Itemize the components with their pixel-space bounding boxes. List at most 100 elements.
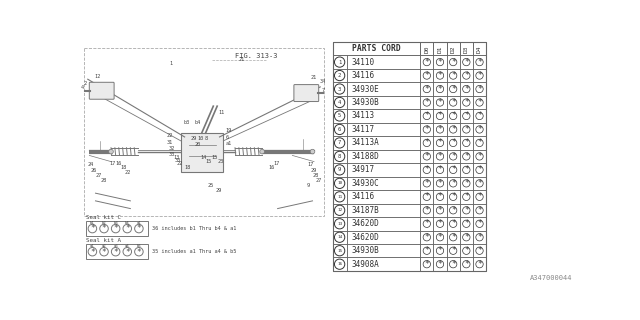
- Text: a3: a3: [113, 244, 118, 248]
- Text: *: *: [451, 206, 456, 215]
- Text: *: *: [464, 219, 468, 228]
- Bar: [447, 55, 460, 69]
- Text: *: *: [424, 111, 429, 120]
- Bar: [333, 150, 347, 163]
- Text: 34113A: 34113A: [351, 139, 379, 148]
- Bar: [347, 136, 420, 150]
- Bar: [420, 123, 433, 136]
- Bar: [433, 204, 447, 217]
- Bar: [473, 55, 486, 69]
- Bar: [420, 82, 433, 96]
- Text: *: *: [451, 98, 456, 107]
- Text: *: *: [477, 246, 482, 255]
- Bar: [447, 96, 460, 109]
- Text: 21: 21: [239, 57, 245, 62]
- Bar: [420, 190, 433, 204]
- Bar: [347, 69, 420, 82]
- Text: 18: 18: [184, 165, 191, 170]
- Text: 34917: 34917: [351, 165, 374, 174]
- Text: 21: 21: [310, 75, 316, 80]
- Bar: [433, 82, 447, 96]
- Text: *: *: [451, 152, 456, 161]
- Bar: [447, 109, 460, 123]
- Bar: [460, 177, 473, 190]
- Bar: [447, 82, 460, 96]
- Text: 2: 2: [338, 73, 341, 78]
- Bar: [447, 123, 460, 136]
- Text: *: *: [477, 179, 482, 188]
- Text: *: *: [477, 206, 482, 215]
- Bar: [333, 190, 347, 204]
- Text: 13: 13: [337, 222, 342, 226]
- Text: 18: 18: [120, 165, 127, 170]
- Bar: [347, 258, 420, 271]
- Text: 2: 2: [84, 81, 87, 85]
- Text: *: *: [424, 206, 429, 215]
- Text: *: *: [113, 248, 118, 257]
- Text: 15: 15: [205, 159, 212, 164]
- Text: 35 includes a1 Thru a4 & b5: 35 includes a1 Thru a4 & b5: [152, 249, 236, 254]
- Text: 13: 13: [173, 155, 179, 159]
- Text: *: *: [464, 71, 468, 80]
- Bar: [447, 230, 460, 244]
- Text: *: *: [477, 165, 482, 174]
- Text: *: *: [451, 58, 456, 67]
- FancyBboxPatch shape: [90, 82, 114, 99]
- Text: 17: 17: [308, 162, 314, 167]
- Text: *: *: [477, 192, 482, 201]
- Bar: [460, 109, 473, 123]
- Bar: [420, 96, 433, 109]
- Text: *: *: [438, 71, 442, 80]
- Text: *: *: [451, 139, 456, 148]
- Bar: [473, 177, 486, 190]
- Bar: [333, 42, 420, 55]
- Text: *: *: [464, 260, 468, 269]
- Text: 15: 15: [337, 249, 342, 253]
- Bar: [433, 123, 447, 136]
- Text: 34116: 34116: [351, 71, 374, 80]
- Bar: [420, 258, 433, 271]
- Text: 29: 29: [216, 188, 222, 193]
- Text: *: *: [102, 248, 106, 257]
- Text: *: *: [438, 219, 442, 228]
- Bar: [333, 217, 347, 230]
- Circle shape: [310, 149, 315, 154]
- Text: *: *: [451, 179, 456, 188]
- Text: D1: D1: [438, 45, 442, 52]
- Text: *: *: [477, 139, 482, 148]
- Text: 11: 11: [219, 110, 225, 115]
- Text: *: *: [464, 179, 468, 188]
- Text: 4: 4: [81, 85, 84, 90]
- Text: *: *: [125, 248, 129, 257]
- Text: *: *: [464, 233, 468, 242]
- Text: D4: D4: [477, 45, 482, 52]
- Bar: [447, 204, 460, 217]
- Bar: [333, 109, 347, 123]
- Text: 5: 5: [338, 114, 341, 118]
- Text: *: *: [424, 165, 429, 174]
- Text: D3: D3: [464, 45, 469, 52]
- Text: *: *: [477, 233, 482, 242]
- Text: *: *: [464, 246, 468, 255]
- Bar: [347, 55, 420, 69]
- Bar: [433, 177, 447, 190]
- Text: 34110: 34110: [351, 58, 374, 67]
- Text: 12: 12: [94, 74, 100, 79]
- Text: 36 includes b1 Thru b4 & a1: 36 includes b1 Thru b4 & a1: [152, 226, 236, 231]
- Text: 28: 28: [101, 178, 107, 183]
- Text: *: *: [438, 206, 442, 215]
- Text: FIG. 313-3: FIG. 313-3: [235, 53, 278, 59]
- Text: 34187B: 34187B: [351, 206, 379, 215]
- Text: *: *: [438, 125, 442, 134]
- Bar: [473, 244, 486, 258]
- Bar: [460, 244, 473, 258]
- Text: *: *: [438, 260, 442, 269]
- Bar: [333, 136, 347, 150]
- Text: a1: a1: [226, 141, 232, 147]
- Text: a1: a1: [90, 244, 95, 248]
- Text: 24: 24: [88, 162, 94, 167]
- Text: *: *: [438, 139, 442, 148]
- Bar: [460, 204, 473, 217]
- Text: *: *: [477, 58, 482, 67]
- Bar: [84, 48, 324, 216]
